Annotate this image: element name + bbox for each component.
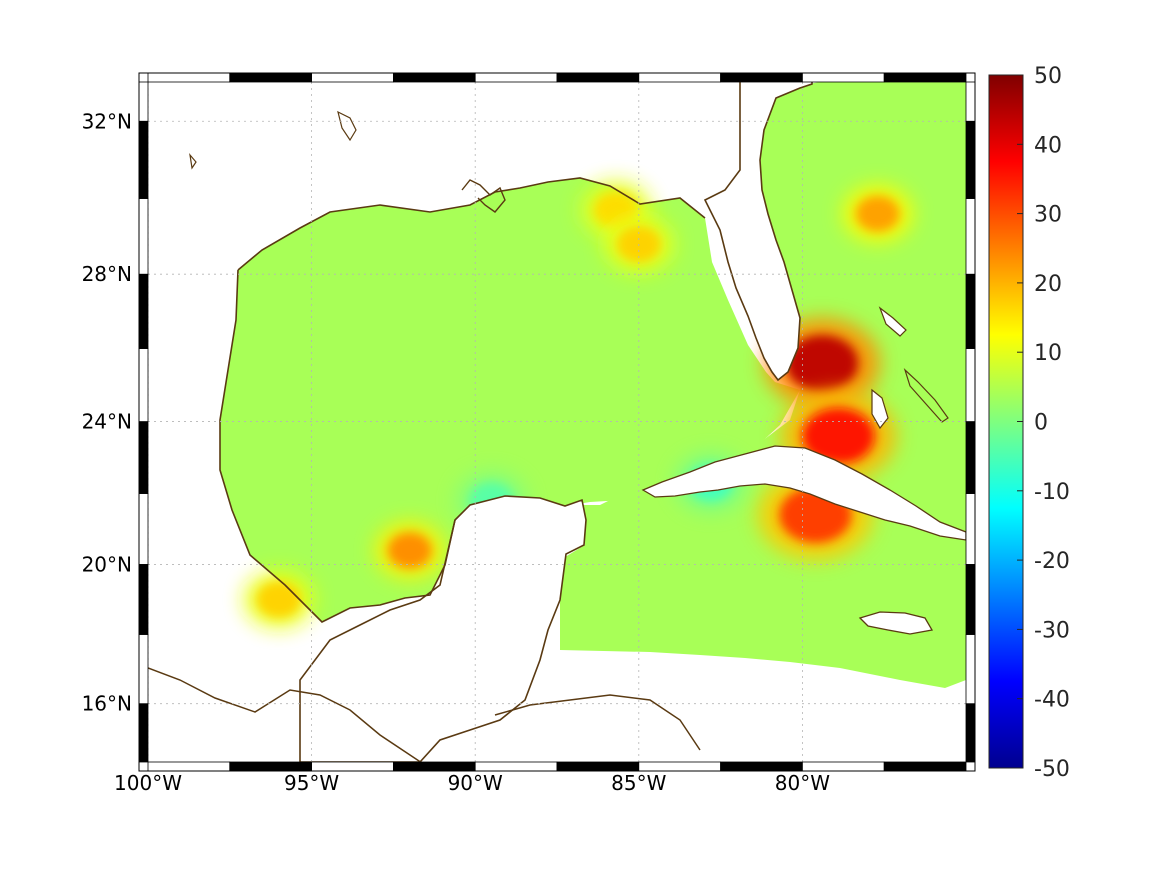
yucatan-land [299, 495, 587, 762]
texas-lakes [189, 110, 357, 170]
data-field [220, 82, 966, 688]
honduras-coast [494, 694, 701, 751]
frame-segment [392, 72, 476, 83]
frame-segment [311, 72, 394, 83]
frame-border [138, 72, 976, 772]
jamaica-land [858, 611, 934, 635]
frame-segment [883, 72, 967, 83]
frame-segment [883, 761, 967, 772]
longitude-tick-label: 80°W [775, 771, 830, 795]
frame-segment [229, 761, 313, 772]
frame-segment [965, 81, 976, 122]
frame-segment [965, 273, 976, 349]
frame-segment [138, 120, 149, 199]
frame-segment [138, 703, 149, 763]
graticule [148, 82, 966, 762]
colorbar-tick-label: -10 [1034, 480, 1070, 505]
latitude-tick-label: 20°N [82, 552, 132, 576]
frame-segment [138, 348, 149, 422]
longitude-tick-label: 100°W [114, 771, 182, 795]
colorbar-tick-label: 50 [1034, 64, 1062, 89]
frame-segment [720, 761, 803, 772]
frame-segment [147, 72, 231, 83]
cuba-land [641, 445, 966, 541]
colorbar-tick-label: -30 [1034, 618, 1070, 643]
colorbar-tick-label: 20 [1034, 272, 1062, 297]
frame-segment [965, 703, 976, 763]
louisiana-delta [461, 179, 506, 213]
frame-segment [965, 120, 976, 199]
florida-land [703, 82, 813, 382]
abaco-island [878, 306, 907, 337]
field-anomaly [802, 408, 875, 465]
frame-segment [965, 421, 976, 494]
frame-segment [965, 493, 976, 565]
latitude-tick-label: 32°N [82, 109, 132, 133]
colorbar-tick-label: 40 [1034, 133, 1062, 158]
frame-segment [802, 761, 885, 772]
latitude-tick-label: 28°N [82, 262, 132, 286]
colorbar-tick-label: 30 [1034, 203, 1062, 228]
latitude-axis: 32°N 28°N 24°N 20°N 16°N [82, 109, 132, 715]
frame-segment [638, 761, 721, 772]
frame-segment [138, 273, 149, 349]
frame-segment [138, 564, 149, 635]
colorbar-tick-label: -40 [1034, 688, 1070, 713]
field-anomaly [855, 195, 900, 232]
frame-segment [474, 72, 558, 83]
central-america-coast [148, 667, 422, 762]
latitude-tick-label: 24°N [82, 410, 132, 434]
frame-segment [720, 72, 803, 83]
frame-segment [965, 564, 976, 635]
frame-segment [638, 72, 721, 83]
frame-segment [138, 493, 149, 565]
colorbar-tick-label: -20 [1034, 549, 1070, 574]
eleuthera-island [903, 368, 949, 423]
frame-segment [965, 198, 976, 275]
frame-segment [392, 761, 476, 772]
frame-segment [965, 348, 976, 422]
longitude-tick-label: 85°W [611, 771, 666, 795]
frame-segment [311, 761, 394, 772]
frame-segment [802, 72, 885, 83]
field-anomaly [387, 532, 432, 569]
frame-segment [138, 81, 149, 122]
field-anomaly [786, 335, 859, 392]
colorbar-ticks: 50 40 30 20 10 0 -10 -20 -30 -40 -50 [1017, 64, 1070, 782]
field-anomalies [243, 181, 913, 629]
longitude-tick-label: 95°W [284, 771, 339, 795]
frame-segment [138, 198, 149, 275]
longitude-axis: 100°W 95°W 90°W 85°W 80°W [114, 771, 830, 795]
frame-segment [556, 72, 640, 83]
map-frame [138, 72, 976, 772]
frame-segment [138, 634, 149, 705]
frame-segment [474, 761, 558, 772]
latitude-tick-label: 16°N [82, 692, 132, 716]
frame-segment [229, 72, 313, 83]
longitude-tick-label: 90°W [448, 771, 503, 795]
frame-segment [965, 634, 976, 705]
land-layer [148, 82, 966, 762]
colorbar-tick-label: 0 [1034, 411, 1048, 436]
frame-segment [138, 421, 149, 494]
andros-island [871, 388, 889, 430]
colorbar-tick-label: 10 [1034, 341, 1062, 366]
field-anomaly [256, 581, 301, 618]
colorbar: 50 40 30 20 10 0 -10 -20 -30 -40 -50 [988, 64, 1070, 782]
colorbar-tick-label: -50 [1034, 757, 1070, 782]
frame-segment [556, 761, 640, 772]
frame-segment [147, 761, 231, 772]
